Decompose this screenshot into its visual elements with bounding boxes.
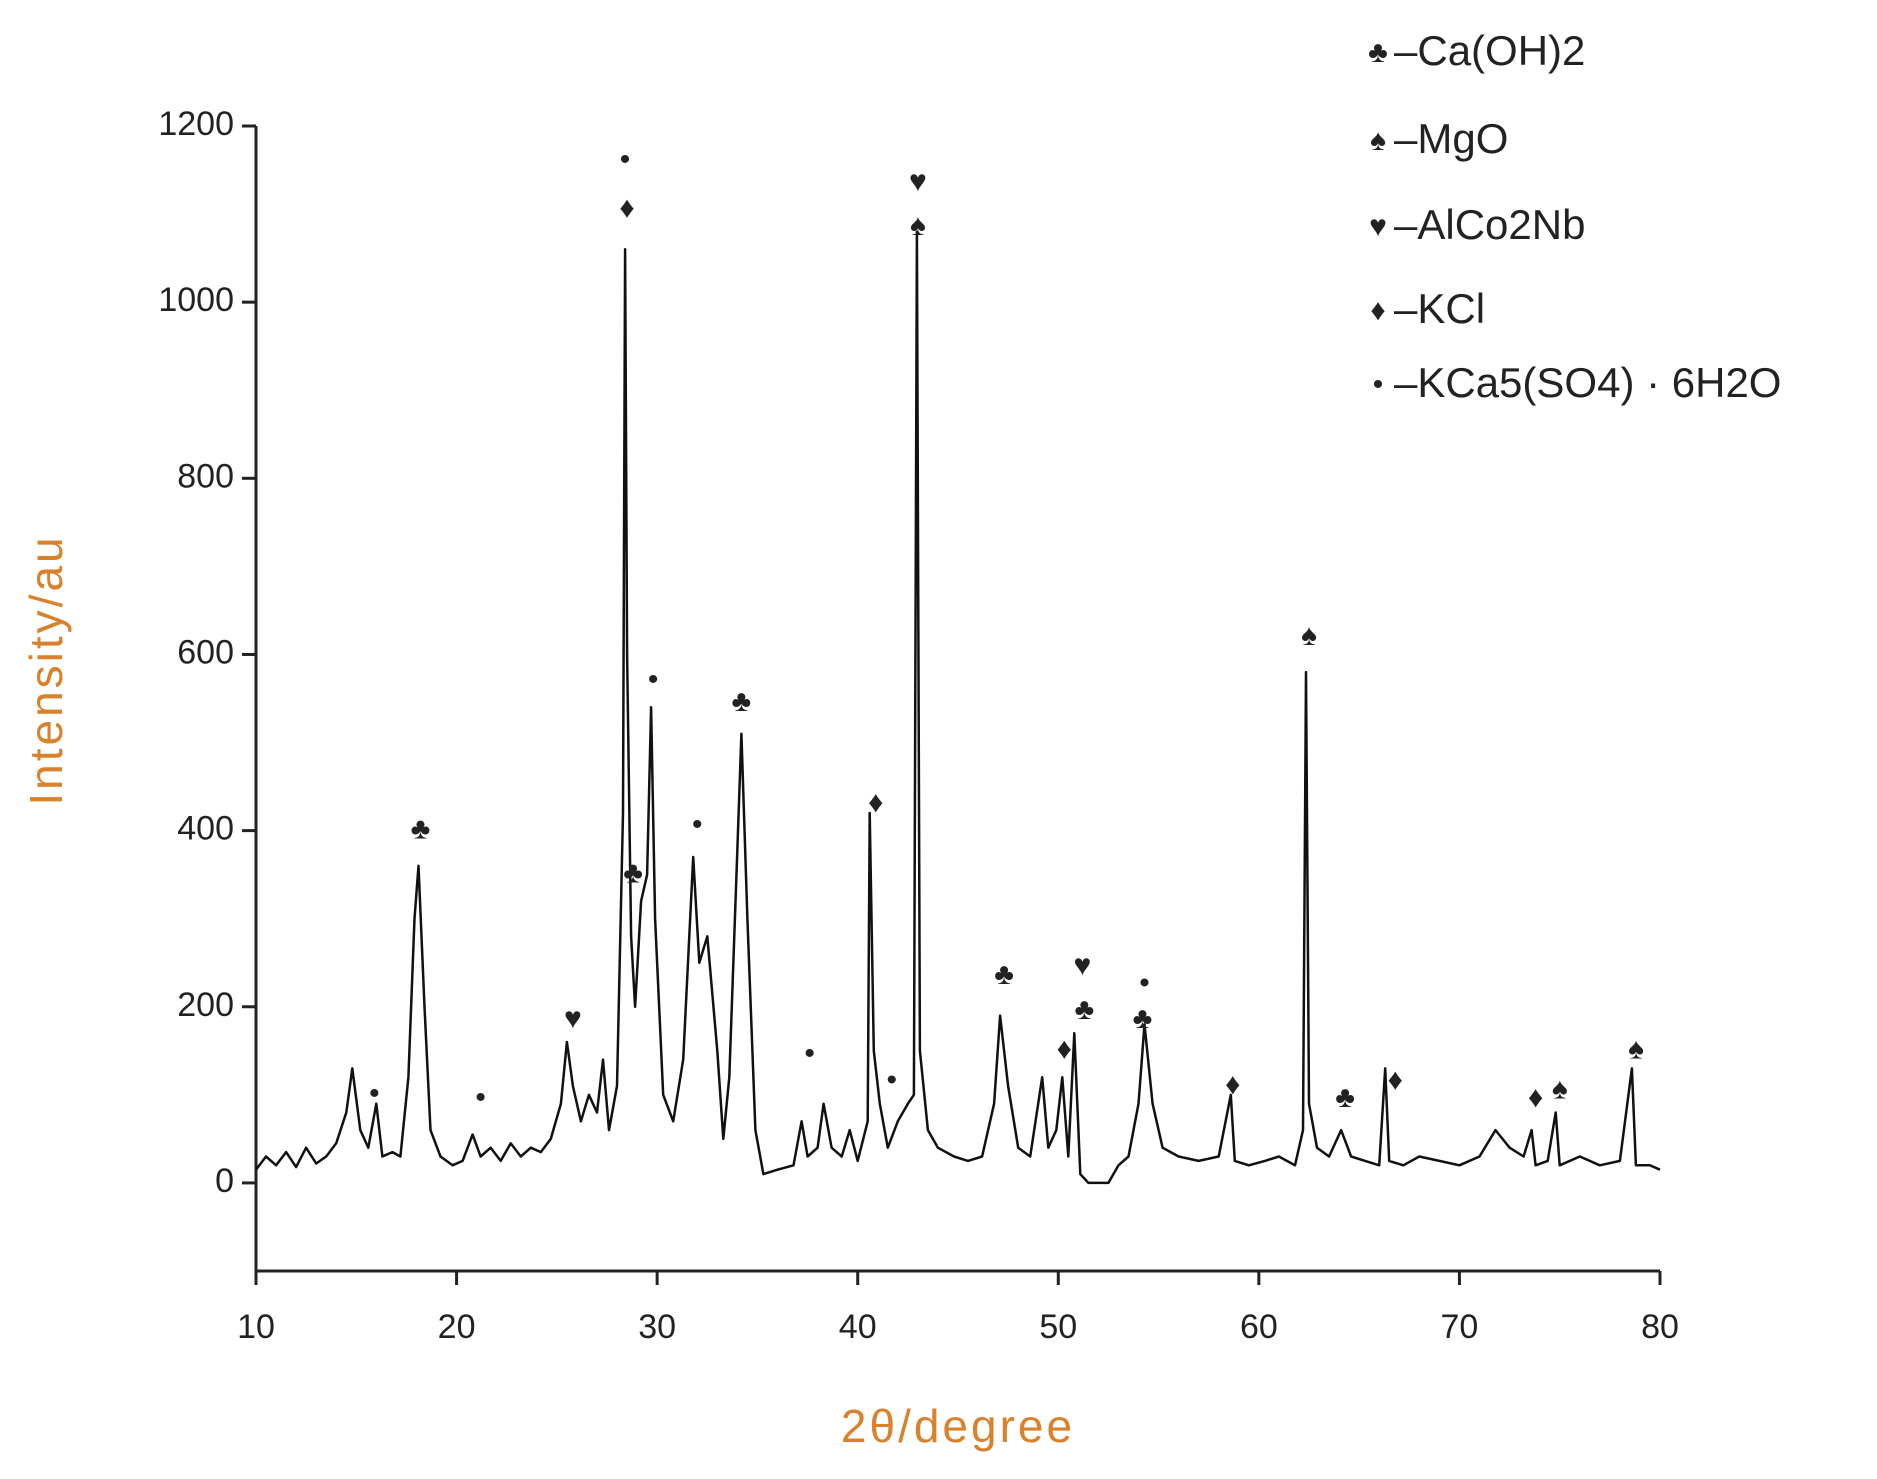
peak-symbol: ♠ [1301,619,1317,652]
legend-label: –KCl [1394,285,1485,332]
peak-symbol: ♠ [910,209,926,242]
legend-label: –KCa5(SO4) · 6H2O [1394,359,1781,406]
peak-symbol: • [887,1064,898,1097]
x-tick-label: 30 [638,1308,676,1346]
peak-symbol: ♥ [909,165,927,198]
peak-symbol: ♣ [623,857,643,890]
peak-symbol: ♦ [619,192,634,225]
y-tick-label: 1200 [158,105,234,143]
peak-symbol: ♦ [1388,1064,1403,1097]
y-axis-title: Intensity/au [20,534,72,805]
x-tick-label: 10 [237,1308,275,1346]
peak-symbol: ♣ [411,813,431,846]
x-tick-label: 50 [1039,1308,1077,1346]
xrd-line [255,230,1661,1185]
legend-label: –MgO [1394,115,1508,162]
y-tick-label: 400 [177,810,234,848]
peak-symbol: ♣ [1133,1002,1153,1035]
peak-symbol: • [620,143,631,176]
peak-symbol: • [692,808,703,841]
peak-symbol: • [804,1037,815,1070]
x-axis-title: 2θ/degree [841,1400,1075,1452]
x-tick-label: 80 [1641,1308,1679,1346]
legend-symbol: ♥ [1369,210,1387,243]
peak-symbol: • [648,663,659,696]
peak-symbol: ♦ [1057,1033,1072,1066]
legend-symbol: ♣ [1368,36,1388,69]
peak-symbol: ♠ [1628,1033,1644,1066]
x-tick-label: 60 [1240,1308,1278,1346]
y-tick-label: 800 [177,457,234,495]
legend-symbol: ♠ [1370,124,1386,157]
peak-symbol: ♦ [1225,1068,1240,1101]
peak-symbol: ♣ [994,958,1014,991]
peak-symbol: • [1139,967,1150,1000]
peak-symbol: ♦ [1528,1081,1543,1114]
peak-symbol: • [475,1081,486,1114]
x-tick-label: 70 [1441,1308,1479,1346]
peak-symbol: • [369,1077,380,1110]
peak-symbol: ♣ [732,685,752,718]
peak-symbol: ♥ [564,1002,582,1035]
peak-symbol: ♣ [1335,1081,1355,1114]
y-tick-label: 0 [215,1162,234,1200]
x-tick-label: 40 [839,1308,877,1346]
legend-label: –AlCo2Nb [1394,201,1585,248]
x-tick-label: 20 [438,1308,476,1346]
legend-label: –Ca(OH)2 [1394,27,1585,74]
peak-symbol: ♣ [1075,993,1095,1026]
y-tick-label: 600 [177,633,234,671]
peak-symbol: ♦ [868,786,883,819]
y-tick-label: 1000 [158,281,234,319]
legend-symbol: • [1373,368,1384,401]
y-tick-label: 200 [177,986,234,1024]
peak-symbol: ♠ [1552,1072,1568,1105]
peak-symbol: ♥ [1073,949,1091,982]
legend-symbol: ♦ [1370,294,1385,327]
